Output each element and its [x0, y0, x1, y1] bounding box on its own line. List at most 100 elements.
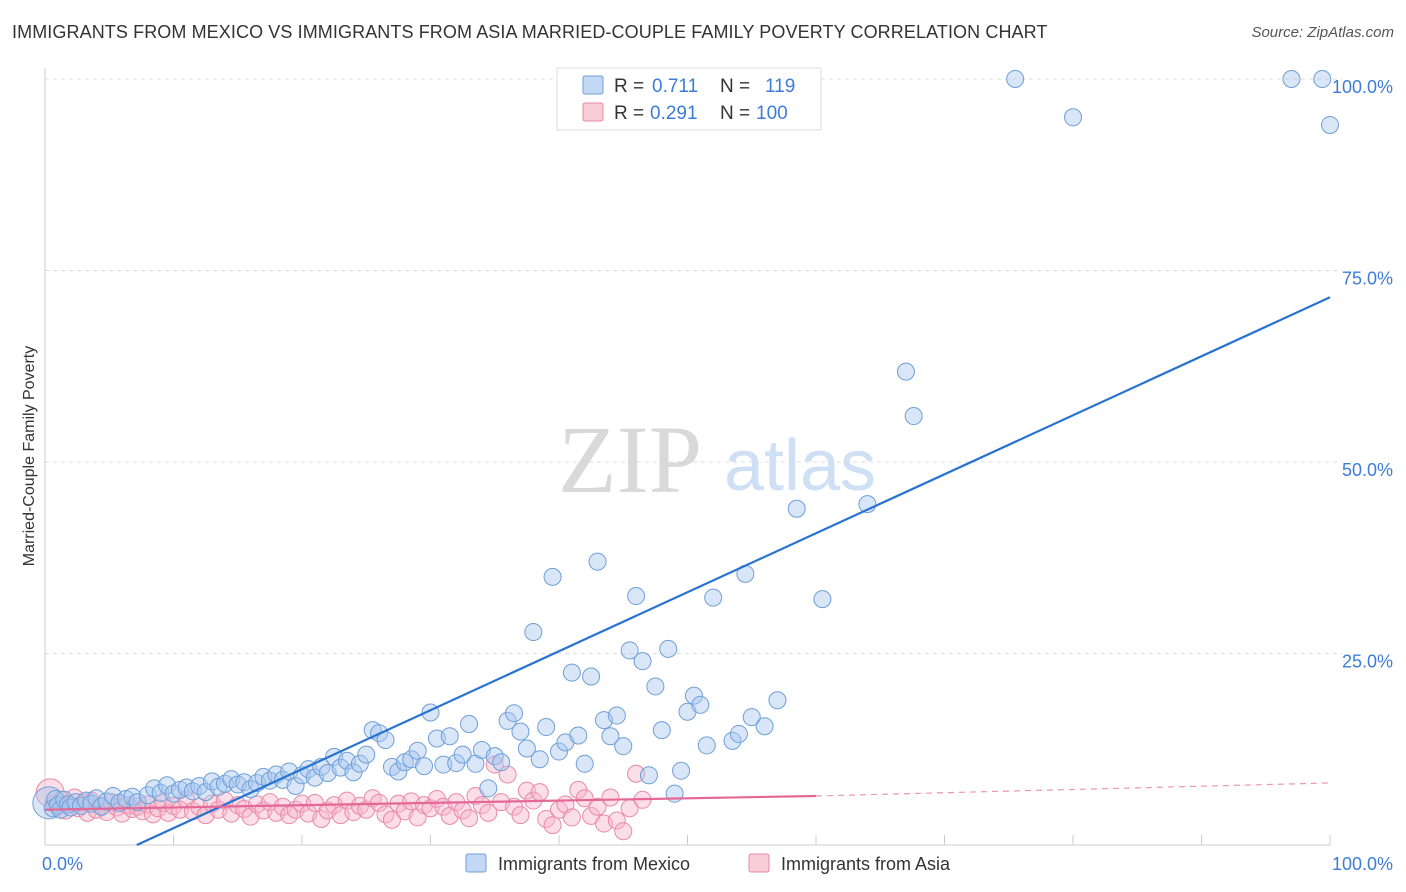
mexico-point [768, 691, 787, 710]
asia-trend-extension [815, 782, 1331, 797]
mexico-point [434, 755, 453, 774]
series-legend: Immigrants from Mexico Immigrants from A… [465, 853, 951, 874]
mexico-point [562, 663, 581, 682]
y-tick-label: 25.0% [1342, 652, 1393, 672]
asia-point [382, 810, 401, 829]
mexico-point [408, 741, 427, 760]
asia-point [588, 797, 607, 816]
asia-point [607, 811, 626, 830]
mexico-point [235, 773, 254, 792]
mexico-point [896, 362, 915, 381]
mexico-point [684, 686, 703, 705]
legend-n-label-asia: N = [720, 103, 750, 124]
mexico-point [1313, 70, 1332, 88]
mexico-point [215, 774, 234, 793]
mexico-trend-line [136, 296, 1331, 846]
mexico-point [742, 708, 761, 727]
mexico-point [659, 639, 678, 658]
y-tick-label: 50.0% [1342, 460, 1393, 480]
series-legend-label-mexico: Immigrants from Mexico [498, 854, 690, 874]
mexico-point [633, 652, 652, 671]
mexico-point [813, 590, 832, 609]
mexico-point [704, 588, 723, 607]
mexico-point [530, 750, 549, 769]
asia-point [614, 822, 633, 841]
mexico-point [588, 552, 607, 571]
mexico-point [620, 641, 639, 660]
mexico-point [453, 745, 472, 764]
mexico-point [524, 623, 543, 642]
mexico-point [691, 695, 710, 714]
asia-point [460, 809, 479, 828]
watermark: ZIP atlas [558, 406, 876, 513]
mexico-point [672, 761, 691, 780]
series-legend-swatch-mexico [465, 853, 487, 873]
asia-point [530, 783, 549, 802]
mexico-point [652, 721, 671, 740]
mexico-point [575, 754, 594, 773]
axes-layer [44, 68, 1331, 846]
mexico-point [517, 739, 536, 758]
grid-layer [45, 78, 1342, 654]
legend-r-value-mexico: 0.711 [652, 76, 698, 97]
mexico-point [607, 706, 626, 725]
mexico-point [492, 753, 511, 772]
asia-point [562, 808, 581, 827]
source-label: Source: ZipAtlas.com [1251, 24, 1394, 41]
mexico-point [1064, 108, 1082, 127]
watermark-zip: ZIP [558, 406, 702, 513]
mexico-point [460, 714, 479, 733]
mexico-point [904, 407, 923, 426]
x-tick-label-min: 0.0% [42, 854, 83, 874]
series-legend-label-asia: Immigrants from Asia [781, 854, 951, 874]
asia-point [575, 789, 594, 808]
legend-r-label-mexico: R = [614, 76, 644, 97]
mexico-point [440, 727, 459, 746]
mexico-points [32, 70, 1339, 820]
asia-point [601, 788, 620, 807]
mexico-point [123, 787, 142, 806]
mexico-point [550, 742, 568, 761]
mexico-point [357, 745, 376, 764]
legend-swatch-asia [582, 102, 604, 122]
mexico-point [498, 711, 517, 730]
legend-n-value-mexico: 119 [765, 76, 795, 97]
y-tick-label: 100.0% [1332, 77, 1393, 97]
series-legend-swatch-asia [748, 853, 770, 873]
asia-point [102, 793, 121, 812]
mexico-point [151, 783, 170, 802]
mexico-point [569, 726, 588, 745]
mexico-point [646, 677, 665, 696]
legend-r-value-asia: 0.291 [650, 103, 698, 124]
mexico-point [614, 737, 633, 756]
asia-point [293, 794, 311, 813]
asia-point [363, 789, 382, 808]
chart-title: IMMIGRANTS FROM MEXICO VS IMMIGRANTS FRO… [12, 22, 1048, 42]
y-tick-label: 75.0% [1342, 269, 1393, 289]
asia-point [627, 764, 646, 783]
mexico-point [505, 704, 524, 723]
mexico-point [601, 727, 620, 746]
asia-trend-line [44, 794, 817, 811]
asia-point [143, 805, 162, 824]
mexico-point [1282, 70, 1301, 88]
legend-r-label-asia: R = [614, 103, 644, 124]
mexico-point [627, 587, 646, 606]
legend-n-value-asia: 100 [756, 103, 788, 124]
mexico-point [1321, 115, 1339, 134]
asia-point [543, 816, 562, 835]
mexico-point [729, 724, 748, 743]
legend-swatch-mexico [582, 75, 604, 95]
y-axis-label: Married-Couple Family Poverty [21, 346, 38, 567]
tick-labels: 25.0% 50.0% 75.0% 100.0% 0.0% 100.0% [42, 77, 1393, 874]
mexico-point [1006, 70, 1025, 88]
mexico-point [479, 779, 498, 798]
stats-legend: R = 0.711 N = 119 R = 0.291 N = 100 [556, 67, 822, 131]
mexico-point [389, 762, 408, 781]
mexico-point [787, 499, 806, 518]
mexico-point [537, 718, 556, 737]
asia-point [517, 781, 536, 800]
asia-point [170, 800, 189, 819]
watermark-atlas: atlas [724, 426, 876, 506]
